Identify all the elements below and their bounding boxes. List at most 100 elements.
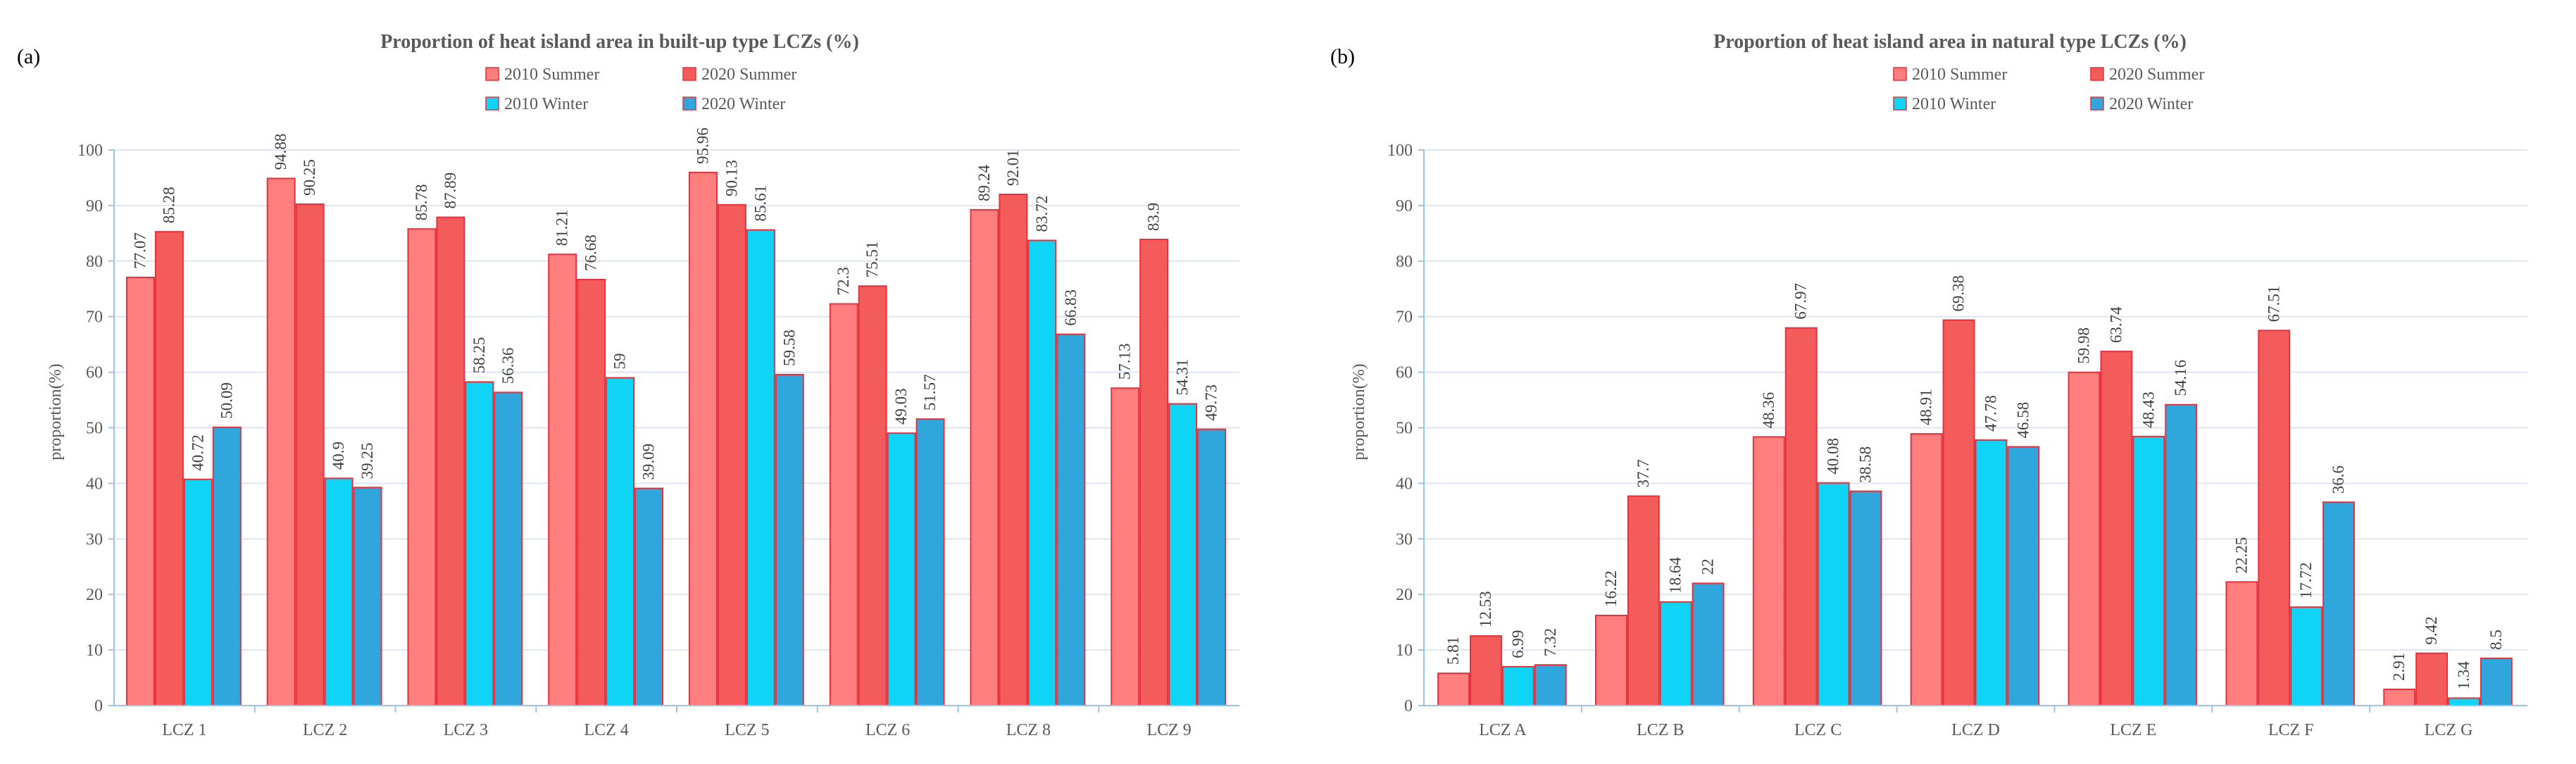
data-label: 89.24 xyxy=(975,165,993,201)
legend-label: 2020 Winter xyxy=(2109,95,2193,113)
data-label: 16.22 xyxy=(1602,570,1620,607)
axes-a: 0 10 20 30 40 50 60 70 80 90 100 LCZ 1 LCZ 2 LCZ 3 LCZ… xyxy=(77,142,1239,739)
bar xyxy=(1056,333,1086,706)
data-label: 6.99 xyxy=(1509,630,1527,658)
bar xyxy=(266,177,296,707)
bar xyxy=(1784,327,1818,707)
data-label: 81.21 xyxy=(554,210,571,246)
bar xyxy=(2225,581,2258,707)
data-label: 54.16 xyxy=(2172,360,2189,396)
bars-a xyxy=(125,171,1227,707)
data-label: 59 xyxy=(611,353,629,369)
bar xyxy=(688,171,718,706)
x-tick-label: LCZ 8 xyxy=(1006,721,1051,739)
bar xyxy=(2322,501,2355,706)
data-label: 92.01 xyxy=(1004,149,1022,186)
data-label: 9.42 xyxy=(2422,616,2440,644)
x-tick-label: LCZ D xyxy=(1951,721,2000,739)
data-label: 18.64 xyxy=(1667,557,1684,594)
chart-panel-a: (a) Proportion of heat island area in bu… xyxy=(0,0,1288,760)
bar xyxy=(1942,319,1975,706)
data-label: 8.5 xyxy=(2487,630,2505,650)
bar xyxy=(1627,495,1660,706)
bar xyxy=(2480,657,2513,706)
bar xyxy=(775,373,804,707)
y-tick-label: 60 xyxy=(1396,364,1413,382)
legend-label: 2020 Summer xyxy=(2109,65,2204,84)
bar xyxy=(154,231,184,706)
y-tick-label: 70 xyxy=(1396,308,1413,327)
bars-b xyxy=(1437,319,2513,707)
legend-swatch xyxy=(682,96,696,111)
y-tick-label: 10 xyxy=(86,641,103,660)
data-label: 48.91 xyxy=(1918,389,1935,425)
bar xyxy=(577,278,606,706)
bar xyxy=(1752,436,1785,706)
bar xyxy=(324,477,354,706)
data-label: 59.58 xyxy=(780,330,798,366)
bar xyxy=(2100,351,2133,706)
bar xyxy=(1849,490,1882,707)
x-tick-label: LCZ 9 xyxy=(1146,721,1191,739)
bar xyxy=(212,426,242,707)
panel-label-a: (a) xyxy=(17,45,40,68)
x-tick-label: LCZ 4 xyxy=(584,721,628,739)
bar xyxy=(2415,652,2449,707)
legend-label: 2010 Summer xyxy=(504,65,599,84)
legend-swatch xyxy=(682,67,696,81)
chart-a-svg: (a) Proportion of heat island area in bu… xyxy=(17,31,1239,739)
data-labels-b: 5.81 12.53 6.99 7.32 16.22 37.7 18.64 22 48.36 67… xyxy=(1444,275,2505,690)
bar xyxy=(2290,606,2323,707)
bar xyxy=(887,432,916,707)
bar xyxy=(1692,582,1725,706)
bar xyxy=(407,228,437,706)
data-label: 83.72 xyxy=(1033,196,1051,232)
bar xyxy=(1534,664,1567,706)
data-label: 77.07 xyxy=(131,232,149,269)
data-label: 36.6 xyxy=(2330,465,2347,494)
bar xyxy=(1437,672,1470,707)
chart-b-svg: (b) Proportion of heat island area in na… xyxy=(1330,31,2527,739)
data-label: 49.73 xyxy=(1203,384,1220,421)
x-tick-label: LCZ 1 xyxy=(162,721,206,739)
x-tick-label: LCZ E xyxy=(2110,721,2156,739)
data-label: 22.25 xyxy=(2232,537,2250,574)
data-label: 72.3 xyxy=(834,267,852,295)
data-label: 50.09 xyxy=(218,382,235,419)
x-tick-label: LCZ C xyxy=(1794,721,1842,739)
axes-b: 0 10 20 30 40 50 60 70 80 90 100 LCZ A LCZ B LCZ C LCZ… xyxy=(1387,142,2527,739)
bar xyxy=(2448,697,2480,707)
data-label: 85.61 xyxy=(751,185,769,222)
data-label: 5.81 xyxy=(1444,637,1462,665)
data-label: 67.51 xyxy=(2265,286,2282,322)
data-label: 39.25 xyxy=(358,443,376,480)
y-tick-label: 10 xyxy=(1396,641,1413,660)
chart-title-b: Proportion of heat island area in natura… xyxy=(1713,31,2187,53)
data-label: 75.51 xyxy=(863,241,881,277)
data-label: 85.28 xyxy=(160,187,177,223)
bar xyxy=(2165,403,2198,706)
y-tick-label: 30 xyxy=(1396,530,1413,549)
y-tick-label: 80 xyxy=(1396,253,1413,271)
data-label: 85.78 xyxy=(413,184,430,220)
y-tick-label: 0 xyxy=(94,697,103,715)
data-label: 40.9 xyxy=(330,442,347,470)
bar xyxy=(915,418,945,706)
bar xyxy=(634,487,664,706)
y-tick-label: 50 xyxy=(1396,420,1413,438)
legend-swatch xyxy=(485,67,499,81)
data-label: 69.38 xyxy=(1950,275,1968,312)
data-label: 1.34 xyxy=(2455,661,2472,690)
bar xyxy=(858,285,887,707)
data-label: 66.83 xyxy=(1062,289,1080,326)
y-tick-label: 60 xyxy=(86,364,103,382)
bar xyxy=(494,392,523,706)
legend-label: 2020 Winter xyxy=(701,95,785,113)
legend-swatch xyxy=(2090,96,2104,111)
bar xyxy=(1139,239,1169,706)
legend-swatch xyxy=(1893,67,1907,81)
bar xyxy=(1595,615,1627,706)
bar xyxy=(2007,446,2040,707)
bar xyxy=(1659,601,1692,707)
y-axis-label-a: proportion(%) xyxy=(46,363,65,460)
